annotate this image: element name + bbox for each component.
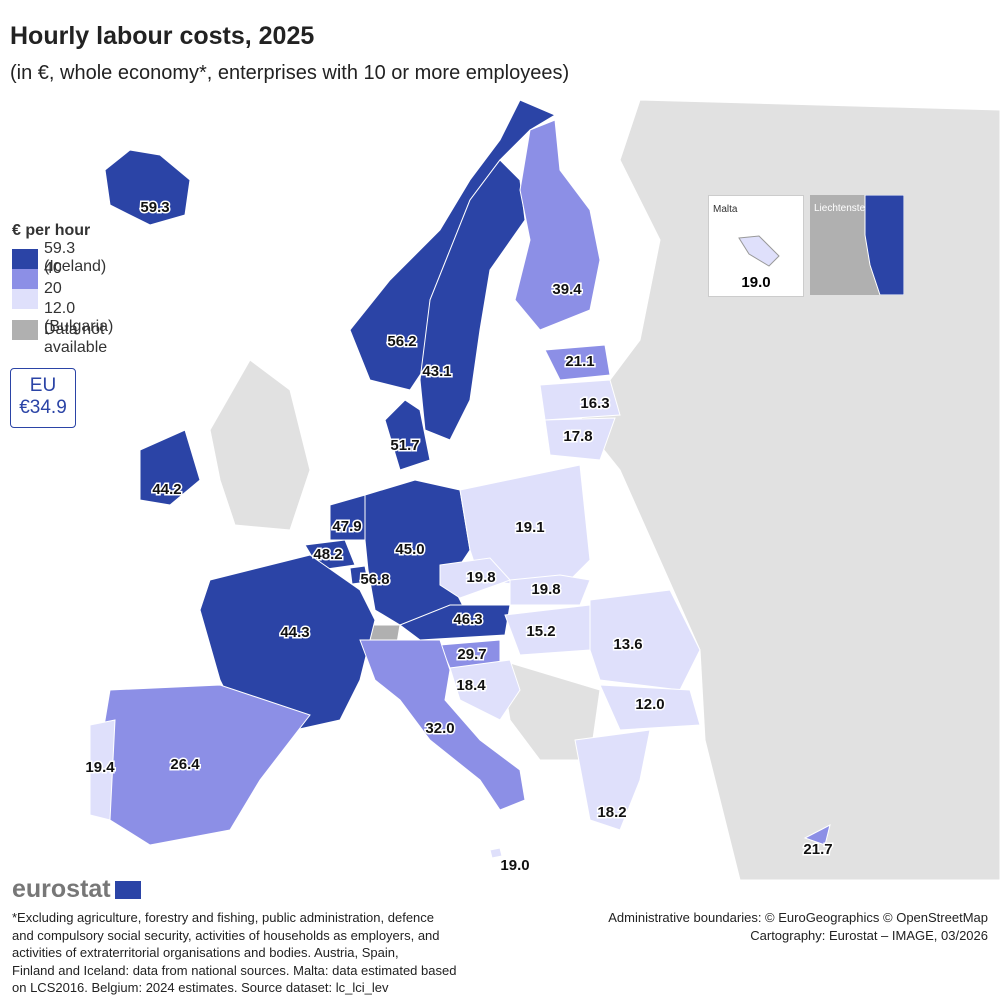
value-label: 44.3 — [280, 624, 309, 641]
region — [139, 429, 201, 506]
region — [539, 379, 621, 421]
eu-box: EU €34.9 — [10, 368, 76, 428]
value-label: 46.3 — [453, 611, 482, 628]
value-label: 16.3 — [580, 395, 609, 412]
region — [514, 119, 601, 331]
region — [439, 557, 511, 599]
inset-title: Liechtenstein — [814, 203, 873, 214]
credits: Administrative boundaries: © EuroGeograp… — [608, 909, 988, 944]
region — [199, 554, 376, 731]
region — [738, 235, 780, 267]
value-label: 51.7 — [390, 437, 419, 454]
inset-malta: Malta 19.0 — [708, 195, 804, 297]
value-label: 56.2 — [387, 333, 416, 350]
value-label: 44.2 — [152, 481, 181, 498]
text-line: *Excluding agriculture, forestry and fis… — [12, 910, 435, 925]
value-label: 21.1 — [565, 353, 594, 370]
value-label: 26.4 — [170, 756, 200, 773]
region — [349, 565, 369, 585]
value-label: 48.2 — [313, 546, 342, 563]
region — [349, 99, 557, 391]
value-label: 47.9 — [332, 518, 361, 535]
land — [209, 359, 311, 531]
region — [544, 417, 616, 461]
region — [99, 684, 311, 846]
legend-swatch — [12, 249, 38, 269]
legend-label: 12.0 (Bulgaria) — [44, 300, 114, 335]
value-label: 19.8 — [531, 581, 560, 598]
legend-swatch — [12, 289, 38, 309]
inset-title: Malta — [713, 204, 738, 215]
land — [499, 659, 601, 761]
legend-swatch — [12, 269, 38, 289]
region — [384, 399, 431, 471]
value-label: 29.7 — [457, 646, 486, 663]
value-label: 56.8 — [360, 571, 389, 588]
text-line: Cartography: Eurostat – IMAGE, 03/2026 — [750, 927, 988, 943]
region — [449, 659, 521, 721]
eu-label: EU — [29, 375, 57, 396]
footnote: *Excluding agriculture, forestry and fis… — [12, 909, 456, 997]
region — [419, 159, 526, 441]
inset-map — [738, 235, 780, 267]
land — [0, 879, 1000, 1000]
region — [574, 729, 651, 831]
value-label: 21.7 — [803, 841, 832, 858]
value-labels: 59.3 56.2 43.1 39.4 21.1 16.3 17.8 51.7 44.2 47.9… — [84, 197, 834, 875]
text-line: and compulsory social security, activiti… — [12, 927, 440, 943]
inset-map — [864, 195, 904, 295]
region — [89, 719, 116, 821]
legend: € per hour 59.3 (Iceland) 40 20 12.0 (Bu… — [12, 222, 113, 356]
inset-value: 19.0 — [741, 274, 771, 291]
region — [599, 684, 701, 731]
value-label: 59.3 — [140, 199, 169, 216]
text-line: on LCS2016. Belgium: 2024 estimates. Sou… — [12, 980, 389, 995]
value-label: 18.4 — [456, 677, 486, 694]
logo: eurostat — [12, 875, 141, 904]
subtitle: (in €, whole economy*, enterprises with … — [10, 62, 570, 84]
value-label: 19.0 — [500, 857, 529, 874]
value-label: 13.6 — [613, 636, 642, 653]
value-label: 17.8 — [563, 428, 592, 445]
region — [359, 639, 526, 811]
region — [489, 847, 503, 859]
region — [104, 149, 191, 226]
inset-liechtenstein: Liechtenstein — [810, 195, 904, 295]
value-label: 19.8 — [466, 569, 495, 586]
text-line: activities of extraterritorial organisat… — [12, 945, 399, 960]
value-label: 45.0 — [395, 541, 424, 558]
legend-label: 20 — [44, 280, 62, 297]
value-label: 15.2 — [526, 623, 555, 640]
value-label: 12.0 — [635, 696, 664, 713]
legend-swatch — [12, 320, 38, 340]
legend-label: 59.3 (Iceland) — [44, 240, 107, 275]
title: Hourly labour costs, 2025 — [10, 22, 315, 50]
logo-flag — [114, 881, 141, 900]
logo-text: eurostat — [12, 875, 111, 903]
legend-title: € per hour — [12, 222, 91, 239]
text-line: Finland and Iceland: data from national … — [12, 962, 457, 978]
land — [579, 99, 1000, 881]
value-label: 32.0 — [425, 720, 454, 737]
legend-label: Data not available — [44, 321, 108, 356]
value-label: 18.2 — [597, 804, 626, 821]
legend-label: 40 — [44, 260, 62, 277]
region — [864, 195, 904, 295]
value-label: 39.4 — [552, 281, 582, 298]
regions — [89, 99, 831, 859]
eu-value: €34.9 — [19, 397, 67, 418]
region — [803, 824, 831, 846]
value-label: 19.4 — [85, 759, 115, 776]
value-label: 19.1 — [515, 519, 544, 536]
text-line: Administrative boundaries: © EuroGeograp… — [608, 910, 988, 925]
region — [544, 344, 611, 381]
background-land — [0, 99, 1000, 1000]
region — [509, 574, 591, 606]
value-label: 43.1 — [422, 363, 451, 380]
